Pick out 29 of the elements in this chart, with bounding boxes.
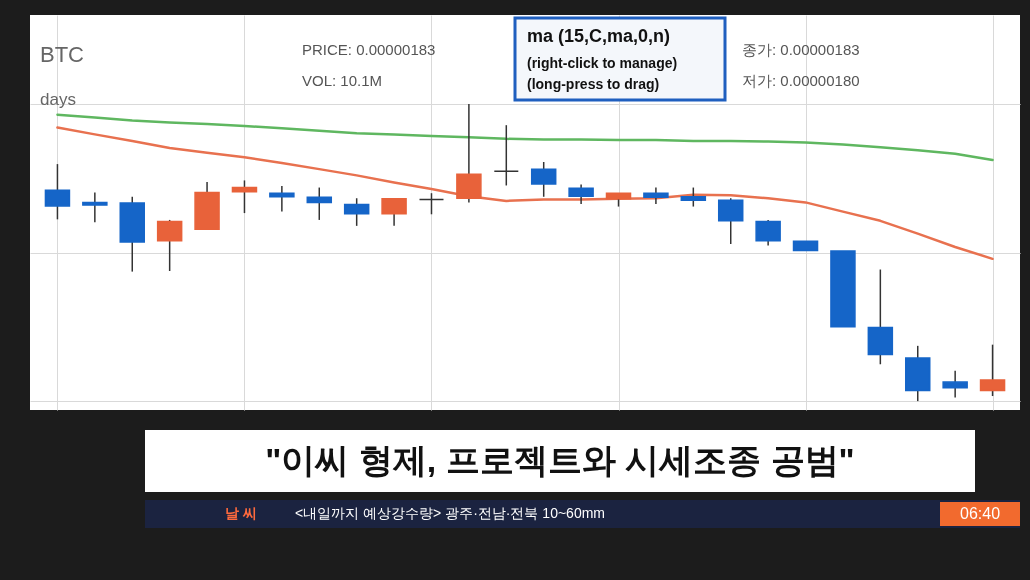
candlestick xyxy=(717,197,744,245)
candlestick xyxy=(269,185,295,213)
annotation: days xyxy=(40,90,76,109)
text: 날 씨 xyxy=(225,505,257,521)
text: (right-click to manage) xyxy=(527,55,678,71)
candlestick xyxy=(306,186,333,221)
text: 06:40 xyxy=(959,505,1001,522)
text: (long-press to drag) xyxy=(527,76,660,92)
candlestick xyxy=(530,161,557,198)
text: "이씨 형제, 프로젝트와 시세조종 공범" xyxy=(265,441,855,479)
candlestick xyxy=(680,186,707,208)
candlestick xyxy=(568,183,594,205)
text: 종가: 0.00000183 xyxy=(742,41,860,58)
text: 저가: 0.00000180 xyxy=(742,72,860,89)
candlestick xyxy=(381,197,407,227)
text: <내일까지 예상강수량> 광주·전남·전북 10~60mm xyxy=(295,505,605,521)
candlestick xyxy=(979,343,1006,397)
candlestick xyxy=(156,219,183,272)
candlestick xyxy=(82,191,108,224)
candlestick xyxy=(418,192,445,216)
candlestick xyxy=(343,197,370,227)
text: BTC xyxy=(40,42,85,67)
candlestick xyxy=(755,219,781,247)
candlestick xyxy=(942,370,968,399)
text: VOL: 10.1M xyxy=(302,72,383,89)
text: PRICE: 0.00000183 xyxy=(302,41,436,58)
candlestick xyxy=(493,124,520,187)
text: ma (15,C,ma,0,n) xyxy=(527,26,671,46)
candlestick xyxy=(44,163,71,221)
